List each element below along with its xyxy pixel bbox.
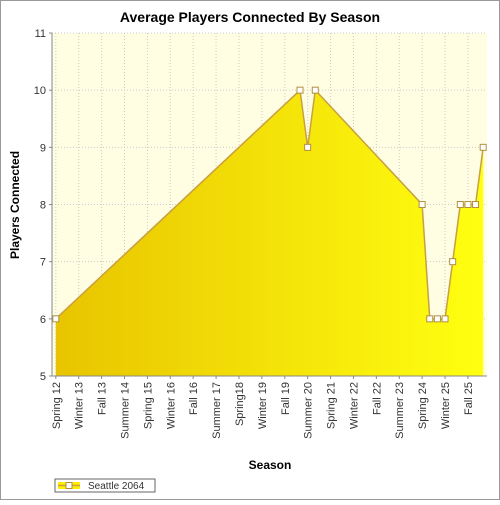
point-marker (441, 315, 449, 323)
y-tick-label: 8 (40, 200, 46, 212)
y-tick-label: 11 (35, 28, 46, 40)
point-marker (311, 86, 319, 94)
x-tick-label: Winter 13 (74, 382, 86, 429)
y-tick-label: 7 (40, 257, 46, 269)
legend-marker (65, 482, 73, 489)
y-tick-label: 10 (34, 85, 46, 97)
x-tick-label: Winter 16 (165, 382, 177, 429)
point-marker (449, 258, 457, 266)
x-tick-label: Summer 20 (303, 382, 315, 439)
y-tick-label: 6 (40, 314, 46, 326)
y-tick-label: 5 (40, 371, 46, 383)
x-tick-label: Fall 25 (463, 382, 475, 415)
x-tick-label: Winter 25 (440, 382, 452, 429)
legend-label: Seattle 2064 (88, 481, 145, 492)
x-tick-label: Spring 12 (51, 382, 63, 429)
x-tick-label: Winter 19 (257, 382, 269, 429)
point-marker (296, 86, 304, 94)
point-marker (52, 315, 60, 323)
point-marker (479, 143, 487, 151)
x-tick-label: Winter 22 (348, 382, 360, 429)
point-marker (456, 201, 464, 208)
x-tick-label: Spring 21 (326, 382, 338, 429)
x-tick-label: Summer 14 (120, 382, 132, 439)
point-marker (472, 201, 480, 208)
x-tick-label: Fall 16 (188, 382, 200, 415)
x-tick-label: Summer 17 (211, 382, 223, 439)
x-tick-label: Spring18 (234, 382, 246, 426)
x-tick-label: Fall 13 (97, 382, 109, 415)
point-marker (464, 201, 472, 208)
x-axis-label: Season (249, 458, 292, 472)
x-tick-label: Fall 19 (280, 382, 292, 415)
y-tick-label: 9 (40, 142, 46, 154)
x-tick-label: Summer 23 (394, 382, 406, 439)
x-tick-label: Spring 24 (417, 382, 429, 429)
x-tick-label: Fall 22 (371, 382, 383, 415)
point-marker (433, 315, 441, 323)
x-tick-label: Spring 15 (142, 382, 154, 429)
point-marker (418, 201, 426, 208)
point-marker (426, 315, 434, 323)
point-marker (304, 143, 312, 151)
y-axis-label: Players Connected (8, 151, 22, 259)
chart-title: Average Players Connected By Season (120, 9, 380, 25)
area (55, 90, 484, 377)
